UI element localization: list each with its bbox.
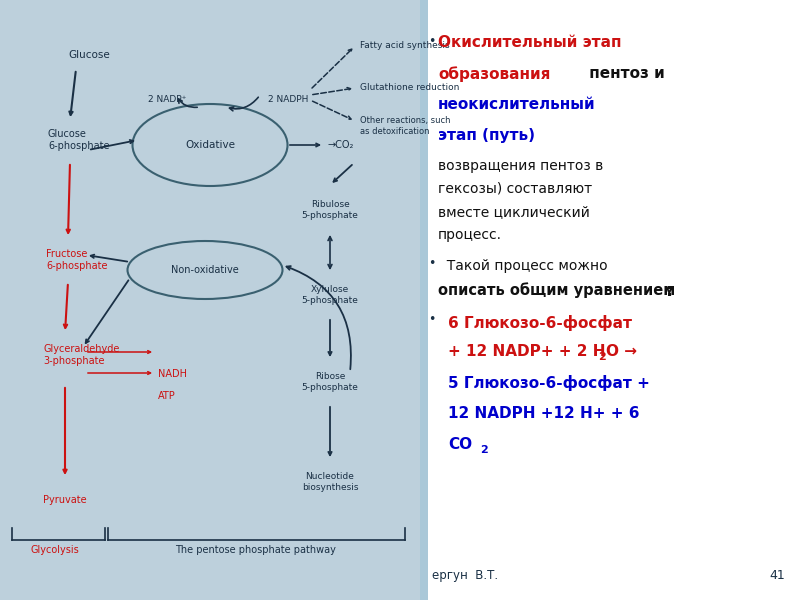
Text: •: • xyxy=(428,313,435,326)
Text: процесс.: процесс. xyxy=(438,228,502,242)
Text: →CO₂: →CO₂ xyxy=(328,140,354,150)
Text: гексозы) составляют: гексозы) составляют xyxy=(438,182,592,196)
Text: 2: 2 xyxy=(598,352,606,362)
Text: ATP: ATP xyxy=(158,391,176,401)
Text: Glycolysis: Glycolysis xyxy=(30,545,79,555)
Text: неокислительный: неокислительный xyxy=(438,97,596,112)
Text: описать общим уравнением: описать общим уравнением xyxy=(438,282,675,298)
Text: Окислительный этап: Окислительный этап xyxy=(438,35,622,50)
Text: Oxidative: Oxidative xyxy=(185,140,235,150)
Text: возвращения пентоз в: возвращения пентоз в xyxy=(438,159,603,173)
Text: Non-oxidative: Non-oxidative xyxy=(171,265,239,275)
Bar xyxy=(0,0,420,600)
Text: Xylulose
5-phosphate: Xylulose 5-phosphate xyxy=(302,286,358,305)
Text: 5 Глюкозо-6-фосфат +: 5 Глюкозо-6-фосфат + xyxy=(448,375,650,391)
Text: •: • xyxy=(428,35,435,48)
Text: Glyceraldehyde
3-phosphate: Glyceraldehyde 3-phosphate xyxy=(43,344,119,366)
Text: образования: образования xyxy=(438,66,550,82)
Text: 2 NADP⁺: 2 NADP⁺ xyxy=(148,95,186,104)
Text: пентоз и: пентоз и xyxy=(584,66,665,81)
Text: O →: O → xyxy=(606,344,637,359)
Text: 2 NADPH: 2 NADPH xyxy=(268,95,308,104)
Text: Other reactions, such
as detoxification: Other reactions, such as detoxification xyxy=(360,116,450,136)
Text: 41: 41 xyxy=(770,569,785,582)
Text: Glutathione reduction: Glutathione reduction xyxy=(360,83,459,92)
Text: :: : xyxy=(666,282,673,300)
Text: The pentose phosphate pathway: The pentose phosphate pathway xyxy=(174,545,335,555)
Text: Такой процесс можно: Такой процесс можно xyxy=(438,259,608,273)
Text: Fructose
6-phosphate: Fructose 6-phosphate xyxy=(46,249,107,271)
Text: ергун  В.Т.: ергун В.Т. xyxy=(432,569,498,582)
Text: •: • xyxy=(428,257,435,270)
Text: вместе циклический: вместе циклический xyxy=(438,205,590,219)
Text: 6 Глюкозо-6-фосфат: 6 Глюкозо-6-фосфат xyxy=(448,315,632,331)
Bar xyxy=(420,0,428,600)
Text: CO: CO xyxy=(448,437,472,452)
Text: NADH: NADH xyxy=(158,369,187,379)
Text: 2: 2 xyxy=(480,445,488,455)
Text: Glucose: Glucose xyxy=(68,50,110,60)
Text: + 12 NADP+ + 2 H: + 12 NADP+ + 2 H xyxy=(448,344,606,359)
Text: Ribulose
5-phosphate: Ribulose 5-phosphate xyxy=(302,200,358,220)
Text: этап (путь): этап (путь) xyxy=(438,128,535,143)
Bar xyxy=(420,0,800,600)
Text: Fatty acid synthesis: Fatty acid synthesis xyxy=(360,41,450,50)
Text: Glucose
6-phosphate: Glucose 6-phosphate xyxy=(48,129,110,151)
Text: Ribose
5-phosphate: Ribose 5-phosphate xyxy=(302,372,358,392)
Text: Pyruvate: Pyruvate xyxy=(43,495,86,505)
Text: Nucleotide
biosynthesis: Nucleotide biosynthesis xyxy=(302,472,358,492)
Text: 12 NADPH +12 H+ + 6: 12 NADPH +12 H+ + 6 xyxy=(448,406,639,421)
